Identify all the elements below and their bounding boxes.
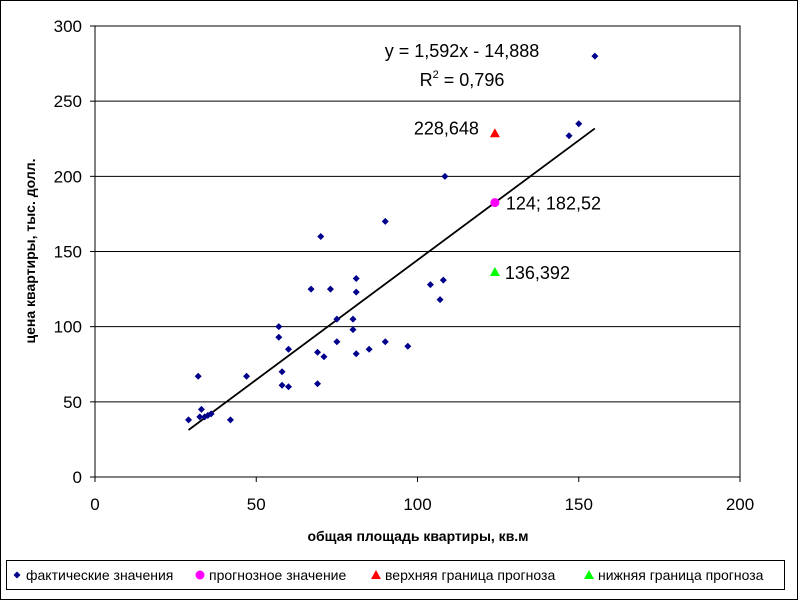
- data-labels: 228,648 124; 182,52 136,392: [414, 118, 601, 283]
- y-axis-title: цена квартиры, тыс. долл.: [22, 158, 38, 343]
- data-point: [307, 285, 315, 293]
- upper-bound-label: 228,648: [414, 118, 479, 138]
- data-point: [565, 132, 573, 140]
- legend-box: [6, 560, 785, 590]
- y-tick-label: 250: [54, 92, 82, 111]
- data-point: [278, 381, 286, 389]
- legend-marker: [584, 570, 594, 579]
- data-point: [349, 315, 357, 323]
- data-point: [352, 275, 360, 283]
- gridlines: [95, 100, 740, 403]
- data-point: [441, 172, 449, 180]
- data-point: [575, 120, 583, 128]
- data-point: [207, 410, 215, 418]
- data-point: [381, 217, 389, 225]
- data-point: [439, 276, 447, 284]
- x-tick-label: 100: [403, 495, 431, 514]
- legend-marker: [13, 571, 21, 579]
- legend-label: верхняя граница прогноза: [385, 567, 555, 583]
- legend-label: прогнозное значение: [209, 567, 346, 583]
- trendline-r2: R2 = 0,796: [420, 69, 505, 90]
- data-point: [275, 323, 283, 331]
- forecast-point: [489, 266, 500, 276]
- y-tick-label: 300: [54, 17, 82, 36]
- legend-label: фактические значения: [26, 567, 173, 583]
- data-point: [333, 315, 341, 323]
- legend-items: фактические значения прогнозное значение в…: [13, 567, 764, 583]
- data-point: [352, 350, 360, 358]
- axis-ticks: 0 50 100 150 200 250 300 0 50 100 150 200: [54, 17, 755, 514]
- trendline: [187, 127, 596, 431]
- x-tick-label: 50: [247, 495, 266, 514]
- x-axis-title: общая площадь квартиры, кв.м: [307, 528, 528, 544]
- data-point: [243, 372, 251, 380]
- r2-superscript: 2: [433, 69, 439, 81]
- forecast-label: 124; 182,52: [506, 194, 601, 214]
- forecast-point: [490, 198, 500, 208]
- data-point: [226, 416, 234, 424]
- forecast-point: [489, 128, 500, 138]
- legend: фактические значения прогнозное значение в…: [6, 560, 785, 590]
- lower-bound-label: 136,392: [505, 263, 570, 283]
- data-point: [278, 368, 286, 376]
- data-point: [326, 285, 334, 293]
- data-point: [275, 333, 283, 341]
- data-point: [314, 348, 322, 356]
- legend-marker: [195, 570, 205, 580]
- y-tick-label: 0: [73, 468, 82, 487]
- data-point: [352, 288, 360, 296]
- data-point: [404, 342, 412, 350]
- data-points: [185, 52, 599, 424]
- data-point: [314, 380, 322, 388]
- legend-marker: [371, 570, 381, 579]
- data-point: [333, 338, 341, 346]
- y-tick-label: 100: [54, 318, 82, 337]
- x-tick-label: 150: [565, 495, 593, 514]
- data-point: [317, 232, 325, 240]
- trendline-layer: [187, 127, 596, 431]
- x-tick-label: 200: [726, 495, 754, 514]
- data-point: [349, 326, 357, 334]
- legend-label: нижняя граница прогноза: [598, 567, 764, 583]
- data-point: [285, 383, 292, 391]
- data-point: [365, 345, 373, 353]
- data-point: [320, 353, 328, 361]
- data-point: [436, 296, 444, 304]
- data-point: [285, 345, 292, 353]
- data-point: [194, 372, 202, 380]
- y-tick-label: 200: [54, 167, 82, 186]
- trendline-equation: y = 1,592x - 14,888: [385, 41, 540, 61]
- data-point: [591, 52, 599, 60]
- data-point: [197, 405, 205, 413]
- y-tick-label: 50: [63, 393, 82, 412]
- data-point: [185, 416, 193, 424]
- r2-value: = 0,796: [439, 70, 505, 90]
- data-point: [196, 413, 204, 421]
- r2-prefix: R: [420, 70, 433, 90]
- data-point: [426, 281, 434, 289]
- x-tick-label: 0: [90, 495, 99, 514]
- data-point: [381, 338, 389, 346]
- y-tick-label: 150: [54, 243, 82, 262]
